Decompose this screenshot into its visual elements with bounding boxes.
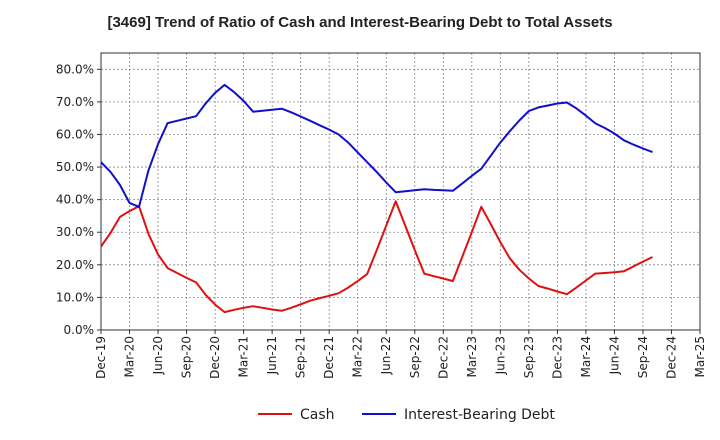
legend-label: Interest-Bearing Debt <box>404 407 555 423</box>
x-tick-label: Jun-20 <box>151 336 165 375</box>
y-tick-label: 50.0% <box>56 160 94 174</box>
x-tick-label: Sep-24 <box>636 336 650 378</box>
x-tick-label: Dec-21 <box>322 336 336 379</box>
y-tick-label: 40.0% <box>56 193 94 207</box>
x-tick-label: Dec-23 <box>550 336 564 379</box>
x-tick-label: Sep-23 <box>522 336 536 378</box>
legend-label: Cash <box>300 407 335 423</box>
y-tick-label: 80.0% <box>56 62 94 76</box>
y-tick-label: 10.0% <box>56 290 94 304</box>
x-tick-label: Dec-24 <box>664 336 678 379</box>
series-line-cash <box>100 200 653 314</box>
x-tick-label: Mar-22 <box>351 336 365 377</box>
x-tick-label: Sep-22 <box>408 336 422 378</box>
x-tick-label: Mar-23 <box>465 336 479 377</box>
x-tick-label: Mar-20 <box>123 336 137 377</box>
y-tick-label: 30.0% <box>56 225 94 239</box>
chart-title: [3469] Trend of Ratio of Cash and Intere… <box>107 14 613 31</box>
x-tick-label: Mar-25 <box>693 336 707 377</box>
series-line-interest-bearing-debt <box>100 83 653 208</box>
y-tick-label: 70.0% <box>56 95 94 109</box>
x-tick-label: Jun-23 <box>493 336 507 375</box>
x-tick-label: Jun-21 <box>265 336 279 375</box>
x-tick-label: Jun-22 <box>379 336 393 375</box>
x-tick-label: Dec-19 <box>94 336 108 379</box>
x-tick-label: Dec-22 <box>436 336 450 379</box>
y-tick-label: 20.0% <box>56 258 94 272</box>
x-tick-label: Sep-20 <box>180 336 194 378</box>
x-tick-label: Jun-24 <box>607 336 621 375</box>
y-tick-label: 60.0% <box>56 127 94 141</box>
plot-frame <box>100 52 701 331</box>
x-tick-label: Dec-20 <box>208 336 222 379</box>
x-tick-label: Mar-21 <box>237 336 251 377</box>
x-tick-label: Sep-21 <box>294 336 308 378</box>
x-tick-label: Mar-24 <box>579 336 593 377</box>
y-tick-label: 0.0% <box>64 323 95 337</box>
